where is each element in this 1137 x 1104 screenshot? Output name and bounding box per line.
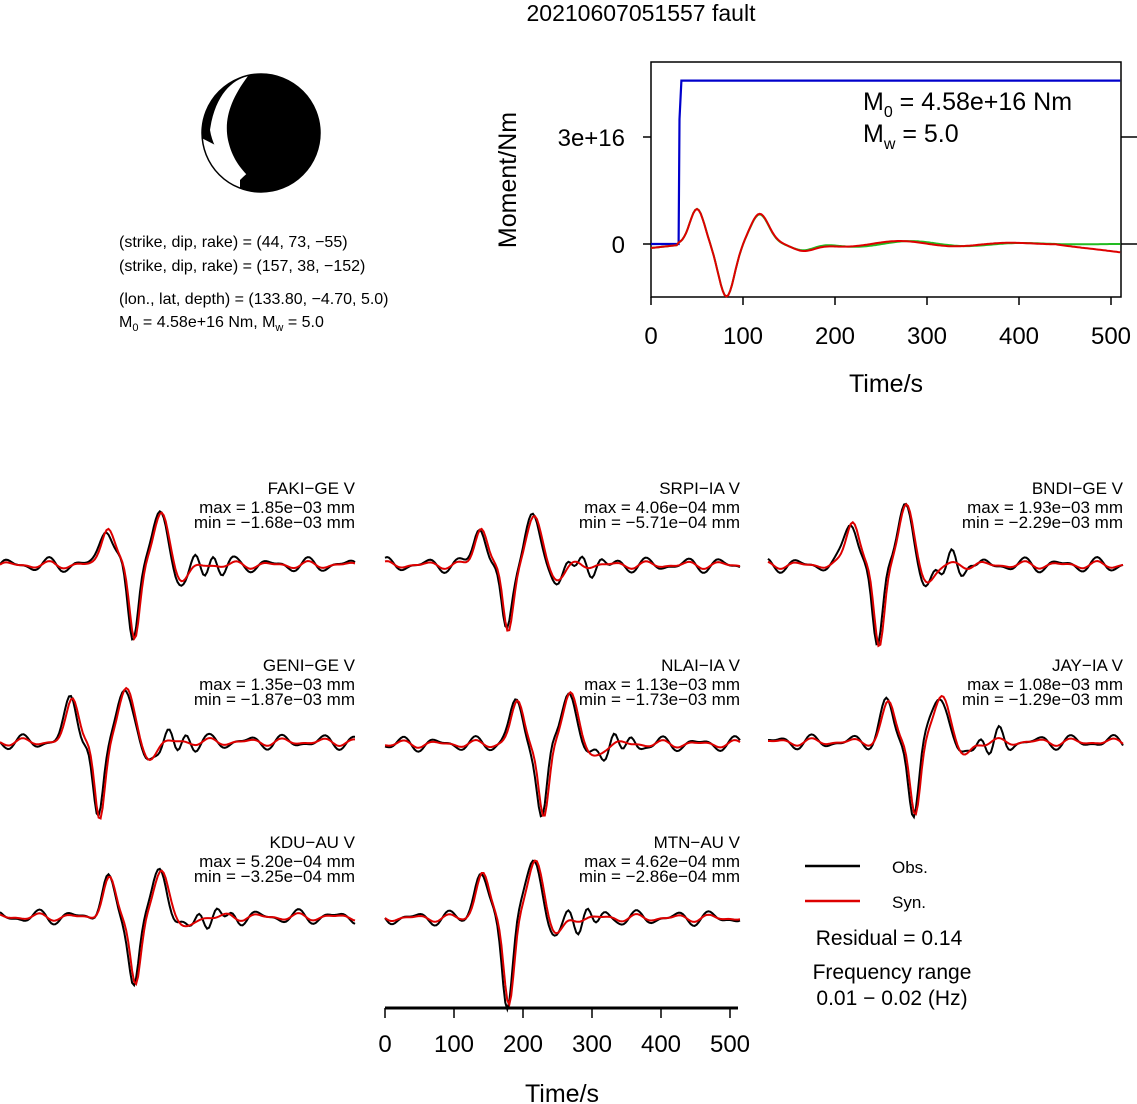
moment-rate-plot: 0 100 200 300 400 500 0 3e+16 Time/s Moment/Nm… [494, 61, 1137, 398]
moment-y-tick-label: 3e+16 [558, 125, 625, 152]
station-name: BNDI−GE V [1032, 479, 1124, 498]
figure-title: 20210607051557 fault [527, 0, 757, 26]
station-min: min = −1.73e−03 mm [579, 690, 740, 709]
observed-waveform [0, 509, 356, 641]
moment-x-tick-label: 400 [999, 323, 1039, 350]
moment-lines [650, 79, 1121, 298]
legend-syn-label: Syn. [892, 893, 926, 912]
stf-red-line [650, 207, 1121, 298]
synthetic-waveform [0, 869, 356, 987]
nodal-plane-1: (strike, dip, rake) = (44, 73, −55) [119, 234, 348, 251]
synthetic-waveform [768, 694, 1124, 816]
synthetic-waveform [767, 502, 1124, 648]
mechanism-info: (strike, dip, rake) = (44, 73, −55) (str… [119, 234, 389, 334]
waveform-time-axis: 0 100 200 300 400 500 Time/s [378, 1006, 750, 1104]
waveform-legend: Obs. Syn. Residual = 0.14 Frequency rang… [805, 858, 971, 1010]
waveform-x-tick-label: 400 [641, 1031, 681, 1058]
moment-x-tick-label: 200 [815, 323, 855, 350]
station-min: min = −2.86e−04 mm [579, 867, 740, 886]
moment-plot-frame [650, 61, 1122, 298]
moment-x-tick-label: 0 [644, 323, 657, 350]
moment-y-tick-label: 0 [612, 232, 625, 259]
location-depth: (lon., lat, depth) = (133.80, −4.70, 5.0… [119, 291, 389, 308]
waveform-x-tick-label: 0 [378, 1031, 391, 1058]
station-name: GENI−GE V [263, 656, 356, 675]
waveform-x-ticks: 0 100 200 300 400 500 [378, 1008, 750, 1058]
station-min: min = −1.87e−03 mm [194, 690, 355, 709]
waveform-x-axis-label: Time/s [525, 1080, 599, 1104]
moment-x-tick-label: 100 [723, 323, 763, 350]
observed-waveform [0, 689, 355, 819]
moment-magnitude-line: M0 = 4.58e+16 Nm, Mw = 5.0 [119, 314, 324, 334]
station-name: SRPI−IA V [659, 479, 740, 498]
synthetic-waveform [384, 859, 741, 1008]
observed-waveform [768, 696, 1124, 820]
moment-y-axis-label: Moment/Nm [494, 112, 522, 248]
station-name: NLAI−IA V [661, 656, 741, 675]
moment-annotation-mw: Mw = 5.0 [863, 120, 959, 153]
station-min: min = −5.71e−04 mm [579, 513, 740, 532]
synthetic-waveform [384, 515, 741, 632]
waveform-x-tick-label: 100 [434, 1031, 474, 1058]
moment-x-tick-label: 300 [907, 323, 947, 350]
residual-text: Residual = 0.14 [816, 927, 963, 950]
station-name: KDU−AU V [270, 833, 356, 852]
waveform-x-tick-label: 300 [572, 1031, 612, 1058]
station-name: FAKI−GE V [268, 479, 356, 498]
station-min: min = −2.29e−03 mm [962, 513, 1123, 532]
station-min: min = −3.25e−04 mm [194, 867, 355, 886]
frequency-range-value: 0.01 − 0.02 (Hz) [816, 987, 967, 1010]
station-max: max = 4.62e−04 mm [584, 852, 740, 871]
station-min: min = −1.29e−03 mm [962, 690, 1123, 709]
station-max: max = 4.06e−04 mm [584, 498, 740, 517]
station-max: max = 5.20e−04 mm [199, 852, 355, 871]
observed-waveform [384, 859, 741, 1013]
moment-x-axis-label: Time/s [849, 370, 923, 398]
nodal-plane-2: (strike, dip, rake) = (157, 38, −152) [119, 258, 365, 275]
station-max: max = 1.08e−03 mm [967, 675, 1123, 694]
legend-obs-label: Obs. [892, 858, 928, 877]
synthetic-waveform [384, 690, 741, 817]
moment-y-ticks: 0 3e+16 [558, 125, 1137, 259]
station-name: MTN−AU V [654, 833, 741, 852]
station-max: max = 1.85e−03 mm [199, 498, 355, 517]
moment-annotation-m0: M0 = 4.58e+16 Nm [863, 88, 1072, 121]
synthetic-waveform [0, 686, 355, 820]
focal-mechanism-beachball [201, 73, 321, 193]
station-name: JAY−IA V [1052, 656, 1124, 675]
waveform-x-tick-label: 500 [710, 1031, 750, 1058]
station-min: min = −1.68e−03 mm [194, 513, 355, 532]
observed-waveform [0, 867, 356, 988]
cumulative-moment-line [651, 79, 1121, 246]
station-max: max = 1.35e−03 mm [199, 675, 355, 694]
moment-x-ticks: 0 100 200 300 400 500 [644, 297, 1131, 350]
station-max: max = 1.13e−03 mm [584, 675, 740, 694]
station-max: max = 1.93e−03 mm [967, 498, 1123, 517]
synthetic-waveform [0, 511, 356, 642]
frequency-range-title: Frequency range [813, 961, 972, 984]
moment-x-tick-label: 500 [1091, 323, 1131, 350]
waveform-x-tick-label: 200 [503, 1031, 543, 1058]
